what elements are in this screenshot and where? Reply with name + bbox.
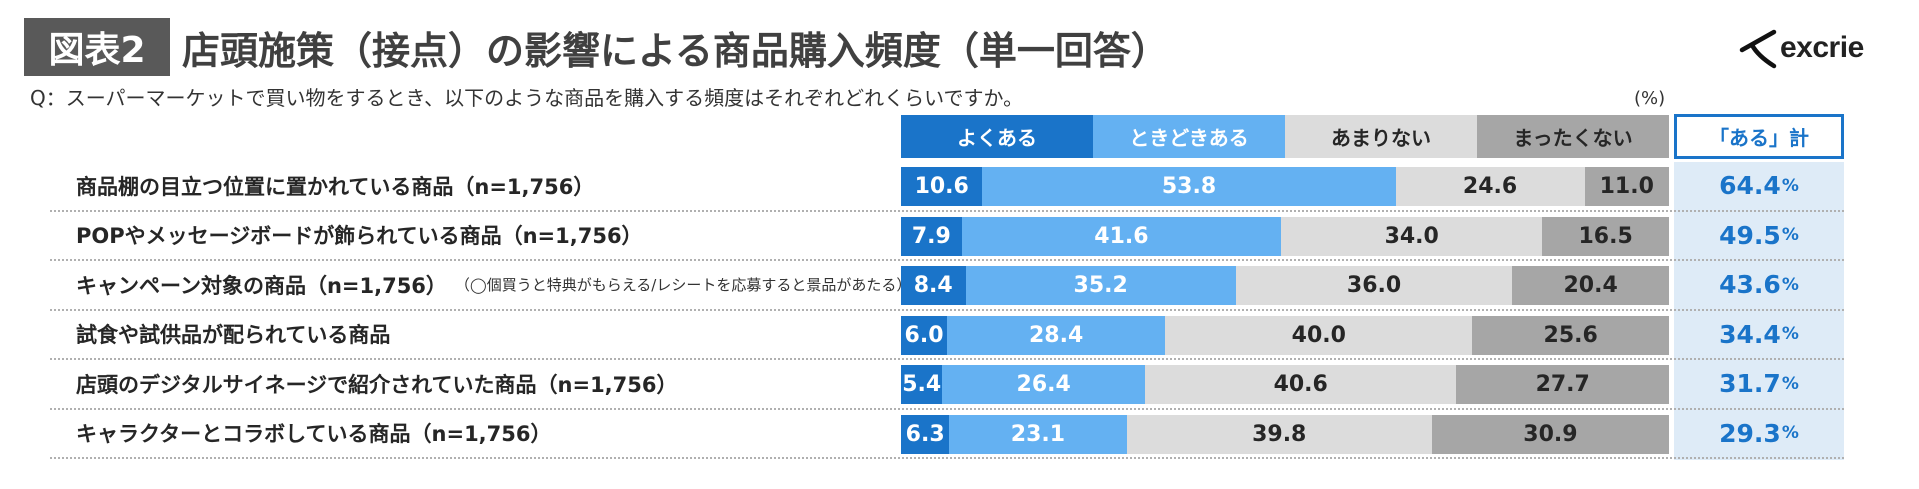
bar-segment-never: 11.0: [1584, 167, 1669, 206]
chart-row: キャンペーン対象の商品（n=1,756） （◯個買うと特典がもらえる/レシートを応…: [50, 261, 1844, 311]
total-number: 43.6: [1719, 270, 1781, 299]
total-value: 43.6%: [1674, 261, 1844, 308]
legend-sometimes: ときどきある: [1093, 115, 1285, 158]
chart-row: 試食や試供品が配られている商品 6.0 28.4 40.0 25.6 34.4%: [50, 311, 1844, 360]
category-name: 試食や試供品が配られている商品: [76, 323, 391, 347]
total-number: 34.4: [1719, 319, 1781, 349]
bar-segment-sometimes: 53.8: [982, 167, 1396, 206]
figure-label: 図表2: [24, 18, 170, 76]
chart-rows: 商品棚の目立つ位置に置かれている商品（n=1,756） 10.6 53.8 24.6 1…: [50, 162, 1844, 459]
stacked-bar: 5.4 26.4 40.6 27.7: [901, 365, 1669, 404]
bar-segment-sometimes: 26.4: [942, 365, 1145, 404]
bar-segment-often: 6.0: [901, 315, 948, 355]
chart-row: POPやメッセージボードが飾られている商品（n=1,756） 7.9 41.6 34.…: [50, 212, 1844, 261]
bar-segment-never: 25.6: [1472, 315, 1669, 355]
bar-segment-sometimes: 35.2: [965, 266, 1236, 305]
total-column-background: [1674, 162, 1844, 460]
bar-segment-rarely: 36.0: [1235, 266, 1513, 305]
bar-segment-rarely: 40.0: [1165, 315, 1473, 355]
category-name: キャラクターとコラボしている商品（n=1,756）: [76, 422, 552, 446]
category-label: キャラクターとコラボしている商品（n=1,756）: [76, 410, 552, 457]
total-number: 64.4: [1719, 171, 1781, 200]
category-name: POPやメッセージボードが飾られている商品（n=1,756）: [76, 224, 643, 248]
category-name: 店頭のデジタルサイネージで紹介されていた商品（n=1,756）: [76, 372, 678, 397]
unit-label: (%): [1634, 88, 1666, 109]
bar-segment-often: 10.6: [901, 167, 983, 206]
total-percent-sign: %: [1781, 274, 1799, 295]
bar-segment-never: 16.5: [1542, 216, 1669, 256]
bar-segment-sometimes: 23.1: [949, 414, 1127, 454]
bar-segment-never: 27.7: [1456, 365, 1669, 404]
bar-segment-sometimes: 41.6: [961, 216, 1282, 256]
legend-never: まったくない: [1477, 115, 1669, 158]
bar-segment-often: 7.9: [901, 216, 962, 256]
total-percent-sign: %: [1781, 225, 1799, 245]
stacked-bar: 8.4 35.2 36.0 20.4: [901, 266, 1669, 305]
bar-segment-rarely: 34.0: [1281, 216, 1543, 256]
category-label: 試食や試供品が配られている商品: [76, 311, 390, 358]
legend-rarely: あまりない: [1285, 115, 1477, 158]
legend-often: よくある: [901, 115, 1093, 158]
total-number: 31.7: [1719, 369, 1781, 398]
total-number: 29.3: [1719, 418, 1781, 448]
category-note: （◯個買うと特典がもらえる/レシートを応募すると景品があたる）: [454, 276, 912, 294]
category-label: 店頭のデジタルサイネージで紹介されていた商品（n=1,756）: [76, 360, 678, 407]
total-value: 31.7%: [1674, 360, 1844, 407]
total-number: 49.5: [1719, 220, 1781, 250]
chart-row: キャラクターとコラボしている商品（n=1,756） 6.3 23.1 39.8 30.9…: [50, 410, 1844, 459]
total-value: 49.5%: [1674, 212, 1844, 259]
stacked-bar: 7.9 41.6 34.0 16.5: [901, 216, 1669, 256]
total-percent-sign: %: [1781, 373, 1799, 394]
excrie-logo: excrie: [1738, 20, 1898, 76]
total-percent-sign: %: [1781, 324, 1799, 344]
chart-row: 店頭のデジタルサイネージで紹介されていた商品（n=1,756） 5.4 26.4 40…: [50, 360, 1844, 410]
survey-question: Q：スーパーマーケットで買い物をするとき、以下のような商品を購入する頻度はそれぞ…: [30, 86, 1024, 110]
total-percent-sign: %: [1781, 423, 1799, 443]
bar-segment-never: 20.4: [1512, 266, 1669, 305]
total-value: 29.3%: [1674, 410, 1844, 457]
bar-segment-never: 30.9: [1431, 414, 1669, 454]
stacked-bar: 6.0 28.4 40.0 25.6: [901, 315, 1669, 355]
category-label: 商品棚の目立つ位置に置かれている商品（n=1,756）: [76, 162, 594, 209]
stacked-bar: 10.6 53.8 24.6 11.0: [901, 167, 1669, 206]
bar-segment-rarely: 39.8: [1126, 414, 1432, 454]
bar-segment-often: 8.4: [901, 266, 966, 305]
bar-segment-rarely: 40.6: [1144, 365, 1457, 404]
category-label: POPやメッセージボードが飾られている商品（n=1,756）: [76, 212, 643, 259]
bar-segment-often: 5.4: [901, 365, 943, 404]
stacked-bar: 6.3 23.1 39.8 30.9: [901, 414, 1669, 454]
category-name: 商品棚の目立つ位置に置かれている商品（n=1,756）: [76, 174, 595, 199]
logo-text: excrie: [1780, 31, 1864, 64]
total-value: 34.4%: [1674, 311, 1844, 358]
total-percent-sign: %: [1781, 175, 1799, 196]
category-label: キャンペーン対象の商品（n=1,756） （◯個買うと特典がもらえる/レシートを応…: [76, 261, 911, 308]
bar-segment-often: 6.3: [901, 414, 950, 454]
logo-mark-icon: [1739, 29, 1777, 69]
chart-title: 店頭施策（接点）の影響による商品購入頻度（単一回答）: [182, 28, 1169, 73]
total-value: 64.4%: [1674, 162, 1844, 209]
bar-segment-rarely: 24.6: [1395, 167, 1585, 206]
category-name: キャンペーン対象の商品（n=1,756）: [76, 273, 447, 298]
bar-segment-sometimes: 28.4: [947, 315, 1166, 355]
chart-row: 商品棚の目立つ位置に置かれている商品（n=1,756） 10.6 53.8 24.6 1…: [50, 162, 1844, 212]
legend: よくある ときどきある あまりない まったくない: [901, 115, 1669, 158]
total-header: 「ある」計: [1674, 114, 1844, 159]
